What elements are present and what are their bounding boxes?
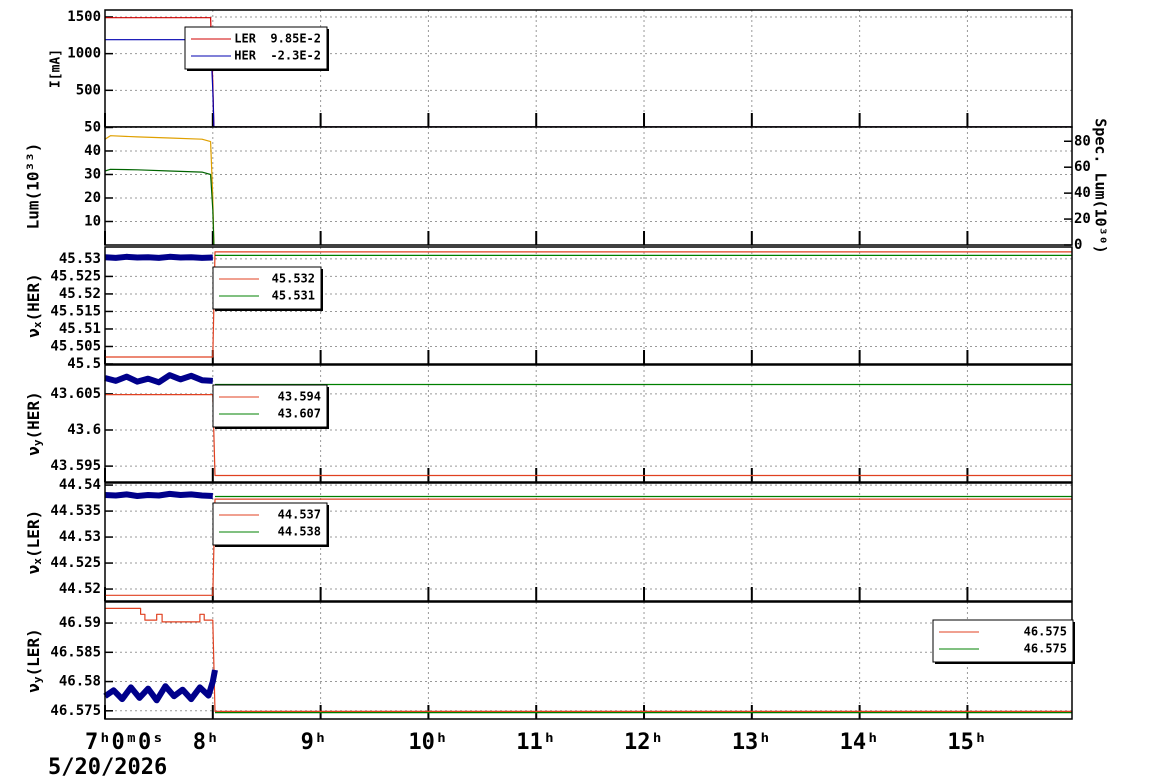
y-tick-label: 45.525 [50, 268, 101, 284]
y-tick-label: 44.535 [50, 503, 101, 519]
y-axis-label: νx(LER) [24, 510, 45, 574]
y-axis-label: I[mA] [49, 49, 64, 88]
y-tick-label: 46.58 [59, 674, 101, 690]
legend-label: 43.607 [278, 407, 321, 421]
y-tick-label: 45.515 [50, 303, 101, 319]
x-date-label: 5/20/2026 [48, 755, 167, 780]
legend-label: 43.594 [278, 390, 321, 404]
plot-area [105, 602, 1072, 719]
plot-frame [104, 482, 1073, 602]
y-tick-label: 43.6 [67, 422, 101, 438]
x-tick-label: 9ʰ [301, 730, 328, 755]
x-tick-label: 7ʰ0ᵐ0ˢ [85, 730, 164, 755]
legend [212, 384, 328, 428]
x-tick-label: 10ʰ [408, 730, 448, 755]
data-line [104, 168, 215, 246]
legend-label: LER 9.85E-2 [234, 32, 321, 46]
x-tick-label: 8ʰ [193, 730, 220, 755]
legend-label: 46.575 [1024, 625, 1067, 639]
y-tick-label: 500 [76, 82, 101, 98]
y-tick-label: 50 [84, 119, 101, 135]
y-tick-label: 46.575 [50, 703, 101, 719]
legend-label: HER -2.3E-2 [234, 49, 321, 63]
y-tick-label: 30 [84, 166, 101, 182]
y2-tick-label: 40 [1074, 185, 1091, 201]
data-line [104, 135, 215, 246]
y-tick-label: 44.53 [59, 529, 101, 545]
y-tick-label: 45.51 [59, 321, 101, 337]
y-tick-label: 40 [84, 143, 101, 159]
legend-label: 44.538 [278, 525, 321, 539]
plot-frame [104, 246, 1073, 365]
legend [212, 266, 322, 310]
y-tick-label: 44.54 [59, 477, 101, 493]
x-tick-label: 12ʰ [624, 730, 664, 755]
y2-tick-label: 60 [1074, 159, 1091, 175]
legend [932, 619, 1074, 663]
y-tick-label: 1000 [67, 46, 101, 62]
data-line [105, 498, 1072, 596]
data-band [104, 490, 213, 499]
x-tick-label: 13ʰ [732, 730, 772, 755]
data-band [103, 669, 218, 704]
y2-tick-label: 0 [1074, 237, 1082, 253]
y-tick-label: 20 [84, 190, 101, 206]
data-band [104, 253, 213, 261]
y-axis-label: νy(HER) [24, 391, 45, 455]
data-band [104, 372, 213, 386]
plot-frame [104, 126, 1073, 246]
y-axis-label: νy(LER) [24, 628, 45, 692]
y2-axis-label: Spec. Lum(10³⁰) [1092, 118, 1110, 253]
x-tick-label: 11ʰ [516, 730, 556, 755]
y-tick-label: 46.59 [59, 615, 101, 631]
y-tick-label: 10 [84, 213, 101, 229]
legend [184, 26, 328, 70]
x-tick-label: 15ʰ [947, 730, 987, 755]
plot-area [105, 127, 1072, 245]
legend-label: 46.575 [1024, 642, 1067, 656]
y-tick-label: 45.5 [67, 356, 101, 372]
y-tick-label: 46.585 [50, 644, 101, 660]
data-line [105, 607, 1072, 712]
plot-frame [104, 364, 1073, 483]
y-tick-label: 44.52 [59, 581, 101, 597]
y-tick-label: 45.52 [59, 286, 101, 302]
y2-tick-label: 20 [1074, 211, 1091, 227]
y-axis-label: νx(HER) [24, 273, 45, 337]
legend-label: 45.532 [272, 272, 315, 286]
y-tick-label: 45.505 [50, 338, 101, 354]
legend [212, 502, 328, 546]
data-line [105, 394, 1072, 477]
y-axis-label: Lum(10³³) [24, 143, 43, 230]
y-tick-label: 43.605 [50, 386, 101, 402]
y-tick-label: 44.525 [50, 555, 101, 571]
legend-label: 45.531 [272, 289, 315, 303]
x-tick-label: 14ʰ [840, 730, 880, 755]
y-tick-label: 43.595 [50, 458, 101, 474]
legend-label: 44.537 [278, 508, 321, 522]
y-tick-label: 1500 [67, 9, 101, 25]
y-tick-label: 45.53 [59, 251, 101, 267]
y2-tick-label: 80 [1074, 133, 1091, 149]
